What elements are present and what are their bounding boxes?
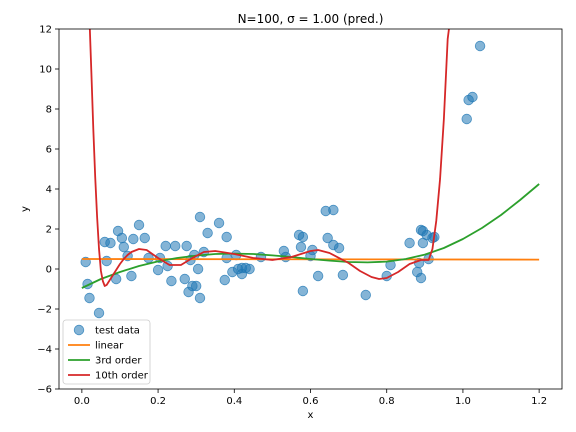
legend-label: 3rd order bbox=[95, 356, 142, 367]
legend-label: linear bbox=[95, 341, 124, 352]
scatter-point bbox=[297, 285, 309, 297]
scatter-point bbox=[474, 40, 486, 52]
scatter-point bbox=[126, 270, 137, 282]
scatter-point bbox=[162, 260, 173, 272]
y-tick-label: 10 bbox=[39, 65, 52, 76]
scatter-point bbox=[170, 240, 181, 252]
scatter-point bbox=[152, 264, 164, 276]
legend: test data linear 3rd order 10th order bbox=[62, 319, 151, 385]
x-axis-label: x bbox=[308, 410, 314, 421]
y-tick-label: 8 bbox=[46, 105, 52, 116]
y-axis-label: y bbox=[20, 206, 31, 212]
scatter-point bbox=[160, 240, 171, 252]
y-axis: −6 −4 −2 0 2 4 6 8 10 12 bbox=[37, 25, 59, 396]
scatter-point bbox=[360, 289, 371, 301]
scatter-point bbox=[181, 240, 192, 252]
scatter-point bbox=[133, 219, 145, 231]
scatter-point bbox=[297, 231, 309, 243]
y-tick-label: 12 bbox=[39, 25, 52, 36]
scatter-point bbox=[194, 211, 206, 223]
x-tick-label: 0.8 bbox=[379, 396, 395, 407]
series-line-3rd-order bbox=[81, 183, 540, 289]
x-tick-label: 0.4 bbox=[226, 396, 242, 407]
y-tick-label: −4 bbox=[37, 345, 52, 356]
scatter-point bbox=[333, 242, 345, 254]
scatter-point bbox=[322, 232, 333, 244]
series-line-10th-order bbox=[88, 29, 450, 287]
scatter-point bbox=[213, 217, 225, 229]
scatter-point bbox=[219, 274, 230, 286]
scatter-point bbox=[139, 232, 150, 244]
y-tick-label: 6 bbox=[46, 145, 52, 156]
legend-box bbox=[62, 319, 151, 385]
scatter-point bbox=[166, 275, 177, 287]
scatter-point bbox=[179, 273, 190, 285]
scatter-point bbox=[244, 263, 255, 275]
scatter-point bbox=[192, 263, 204, 275]
x-tick-label: 0.2 bbox=[150, 396, 166, 407]
scatter-point bbox=[105, 237, 116, 249]
scatter-point bbox=[337, 269, 349, 281]
x-tick-label: 0.6 bbox=[303, 396, 319, 407]
scatter-point bbox=[93, 307, 105, 319]
legend-label: 10th order bbox=[95, 371, 149, 382]
scatter-point bbox=[404, 237, 415, 249]
y-tick-label: −2 bbox=[37, 305, 52, 316]
scatter-point bbox=[190, 280, 202, 292]
scatter-point bbox=[328, 204, 339, 216]
scatter-point bbox=[202, 227, 213, 239]
scatter-point bbox=[118, 241, 129, 253]
scatter-point bbox=[221, 231, 232, 243]
chart-title: N=100, σ = 1.00 (pred.) bbox=[238, 12, 384, 26]
legend-marker bbox=[73, 324, 85, 336]
scatter-point bbox=[116, 232, 128, 244]
scatter-point bbox=[295, 241, 307, 253]
legend-label: test data bbox=[95, 326, 140, 337]
y-tick-label: 2 bbox=[46, 225, 52, 236]
x-axis: 0.0 0.2 0.4 0.6 0.8 1.0 1.2 bbox=[74, 389, 547, 407]
scatter-point bbox=[101, 255, 112, 267]
x-tick-label: 1.2 bbox=[531, 396, 547, 407]
x-tick-label: 1.0 bbox=[455, 396, 471, 407]
y-tick-label: 4 bbox=[46, 185, 52, 196]
scatter-point bbox=[415, 272, 427, 284]
scatter-point bbox=[128, 233, 139, 245]
scatter-point bbox=[461, 113, 472, 125]
scatter-point bbox=[84, 292, 95, 304]
y-tick-label: −6 bbox=[37, 385, 52, 396]
scatter-point bbox=[467, 91, 478, 103]
scatter-point bbox=[194, 292, 206, 304]
x-tick-label: 0.0 bbox=[74, 396, 90, 407]
scatter-point bbox=[312, 270, 324, 282]
y-tick-label: 0 bbox=[46, 265, 52, 276]
